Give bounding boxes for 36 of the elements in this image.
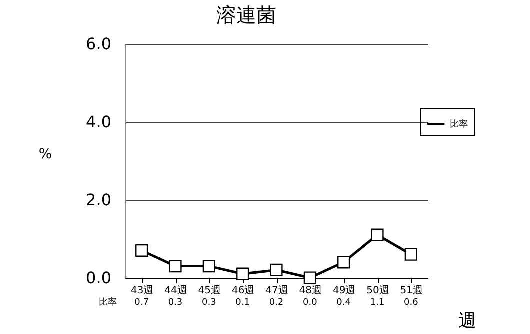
point	[404, 248, 418, 261]
chart-title: 溶連菌	[216, 3, 276, 27]
y-tick-label: 6.0	[86, 34, 112, 54]
x-tick-label: 47週	[266, 286, 288, 296]
x-tick-label: 46週	[232, 286, 255, 296]
data-label: 1.1	[370, 298, 385, 308]
data-label: 0.7	[134, 298, 149, 308]
point	[270, 264, 283, 276]
point	[169, 260, 182, 273]
x-tick-label: 51週	[400, 286, 424, 296]
data-label: 0.4	[336, 298, 352, 308]
y-tick-label: 2.0	[86, 190, 112, 210]
y-axis-title: %	[38, 146, 52, 162]
data-label: 0.2	[269, 298, 284, 308]
data-label: 0.6	[404, 298, 419, 308]
x-axis-title: 週	[458, 310, 476, 332]
point	[236, 268, 250, 280]
x-tick-label: 50週	[366, 286, 390, 296]
x-tick-label: 49週	[332, 286, 356, 296]
x-tick-label: 45週	[198, 286, 222, 296]
point	[338, 256, 350, 269]
text: 比率	[99, 298, 117, 308]
y-tick-label: 4.0	[86, 112, 112, 132]
x-tick-label: 43週	[130, 286, 154, 296]
x-tick-label: 44週	[164, 286, 188, 296]
point	[371, 228, 384, 242]
point	[304, 272, 316, 284]
point	[202, 260, 216, 273]
data-label: 0.1	[236, 298, 250, 308]
data-label: 0.0	[303, 298, 318, 308]
data-label: 0.3	[168, 298, 183, 308]
y-tick-label: 0.0	[86, 268, 112, 288]
x-tick-label: 48週	[299, 286, 322, 296]
legend-label: 比率	[450, 119, 468, 130]
data-label: 0.3	[202, 298, 216, 308]
point	[136, 244, 148, 257]
